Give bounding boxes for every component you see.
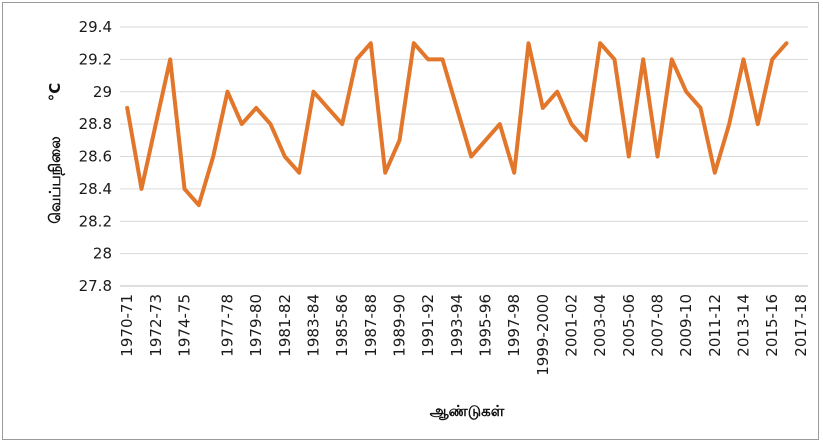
x-tick-label: 2007-08 xyxy=(649,294,667,357)
y-tick-label: 28.2 xyxy=(79,212,112,230)
x-tick-label: 1997-98 xyxy=(505,294,523,357)
y-tick-label: 28.4 xyxy=(79,180,112,198)
y-tick-label: 29.4 xyxy=(79,18,112,36)
y-tick-label: 28.6 xyxy=(79,148,112,166)
x-tick-label: 1981-82 xyxy=(276,294,294,357)
x-tick-label: 1977-78 xyxy=(219,294,237,357)
gridlines xyxy=(120,26,808,255)
y-tick-label: 29.2 xyxy=(79,50,112,68)
y-tick-label: 28.8 xyxy=(79,115,112,133)
x-tick-label: 1991-92 xyxy=(419,294,437,357)
x-tick-label: 1970-71 xyxy=(118,294,136,357)
y-tick-label: 28 xyxy=(93,245,112,263)
x-tick-label: 1979-80 xyxy=(247,294,265,357)
x-tick-label: 2015-16 xyxy=(763,294,781,357)
x-tick-label: 1974-75 xyxy=(176,294,194,357)
y-axis-title: வெப்பநிலை °C xyxy=(46,83,65,224)
x-tick-label: 2011-12 xyxy=(706,294,724,357)
x-tick-label: 1972-73 xyxy=(147,294,165,357)
x-tick-label: 1987-88 xyxy=(362,294,380,357)
x-tick-label: 2001-02 xyxy=(563,294,581,357)
x-tick-label: 1995-96 xyxy=(477,294,495,357)
x-tick-label: 1999-2000 xyxy=(534,294,552,376)
y-axis-label: வெப்பநிலை xyxy=(46,136,65,223)
x-axis-label: ஆண்டுகள் xyxy=(430,402,505,420)
x-tick-label: 1989-90 xyxy=(391,294,409,357)
x-tick-label: 1993-94 xyxy=(448,294,466,357)
x-axis-ticks: 1970-71 1972-73 1974-75 1977-78 1979-80 1981-… xyxy=(118,294,810,376)
y-tick-label: 27.8 xyxy=(79,277,112,295)
x-tick-label: 2003-04 xyxy=(591,294,609,357)
x-tick-label: 1985-86 xyxy=(333,294,351,357)
y-tick-label: 29 xyxy=(93,83,112,101)
y-axis-ticks: 27.8 28 28.2 28.4 28.6 28.8 29 29.2 29.4 xyxy=(79,18,112,295)
x-tick-label: 2013-14 xyxy=(735,294,753,357)
x-tick-label: 1983-84 xyxy=(305,294,323,357)
x-tick-label: 2009-10 xyxy=(677,294,695,357)
x-tick-label: 2005-06 xyxy=(620,294,638,357)
temperature-series-line xyxy=(125,41,789,208)
y-axis-unit: °C xyxy=(46,83,64,102)
x-tick-label: 2017-18 xyxy=(792,294,810,357)
